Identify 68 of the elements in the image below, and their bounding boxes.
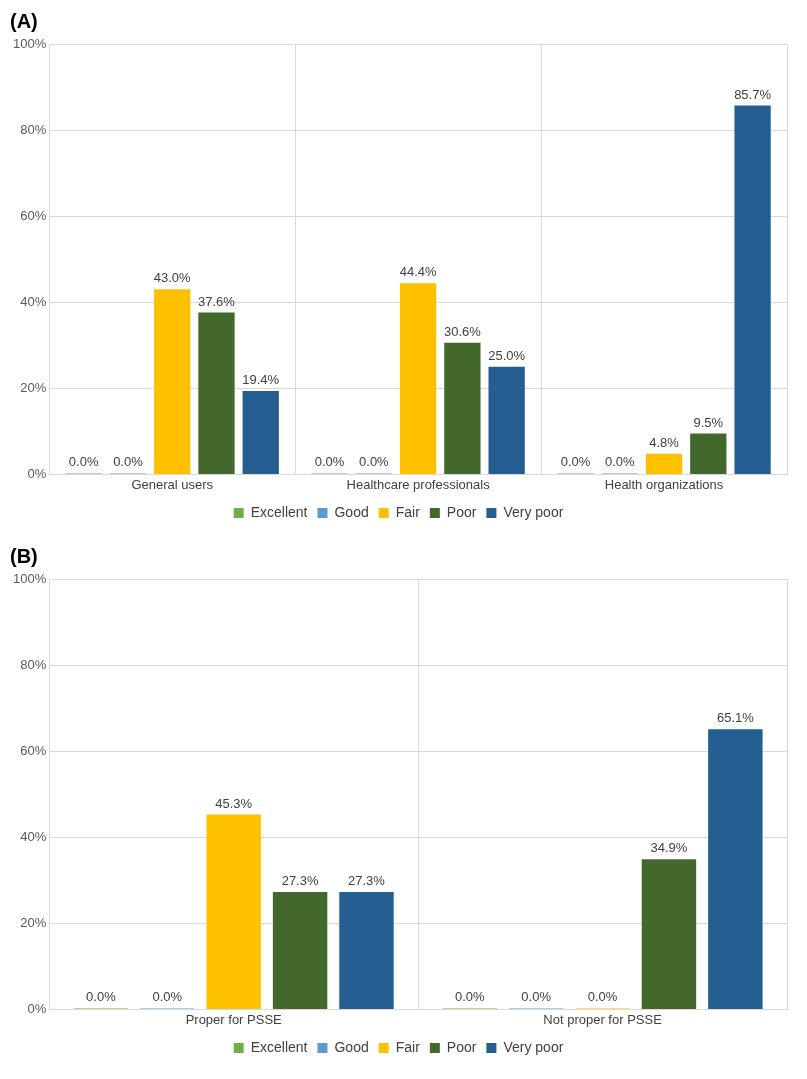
x-tick-label: Not proper for PSSE [543, 1011, 663, 1027]
data-label: 0.0% [152, 989, 183, 1005]
bar [339, 891, 394, 1009]
y-tick-label: 60% [20, 742, 47, 758]
data-label: 25.0% [488, 347, 526, 363]
bar [690, 433, 727, 474]
bar [488, 366, 525, 474]
y-tick-label: 60% [20, 207, 47, 223]
legend-label: Excellent [250, 1038, 308, 1055]
data-label: 0.0% [521, 989, 552, 1005]
bar [444, 342, 481, 474]
y-tick-label: 100% [13, 570, 47, 586]
y-tick-label: 0% [27, 1000, 47, 1016]
data-label: 0.0% [86, 989, 117, 1005]
legend-label: Good [334, 503, 369, 520]
data-label: 43.0% [153, 270, 192, 286]
bar [734, 105, 771, 474]
data-label: 0.0% [113, 454, 144, 470]
y-tick-label: 80% [20, 656, 47, 672]
data-label: 0.0% [68, 454, 99, 470]
y-tick-label: 20% [20, 914, 47, 930]
y-tick-label: 40% [20, 293, 47, 309]
y-tick-label: 100% [13, 35, 47, 51]
data-label: 30.6% [443, 323, 482, 339]
legend-label: Very poor [503, 1038, 564, 1055]
data-label: 65.1% [716, 710, 755, 726]
legend-label: Good [334, 1038, 369, 1055]
data-label: 0.0% [604, 454, 636, 470]
y-tick-label: 80% [20, 121, 47, 137]
data-label: 0.0% [314, 454, 345, 470]
bar [272, 891, 328, 1009]
legend-label: Fair [395, 1038, 421, 1055]
data-label: 0.0% [560, 454, 591, 470]
data-label: 0.0% [359, 454, 390, 470]
legend-label: Poor [446, 1038, 477, 1055]
bar [641, 859, 697, 1009]
bar [645, 453, 683, 474]
data-label: 27.3% [281, 872, 319, 888]
x-tick-label: Healthcare professionals [346, 476, 491, 492]
data-label: 9.5% [693, 414, 724, 430]
y-tick-label: 0% [27, 465, 47, 481]
legend-label: Fair [395, 503, 421, 520]
data-label: 27.3% [348, 872, 386, 888]
data-label: 19.4% [242, 371, 280, 387]
legend-label: Very poor [503, 503, 564, 520]
data-label: 85.7% [734, 86, 772, 102]
legend-label: Excellent [250, 503, 308, 520]
bar [708, 729, 763, 1009]
bar [399, 283, 437, 474]
x-tick-label: Health organizations [604, 476, 724, 492]
y-tick-label: 20% [20, 379, 47, 395]
bar [206, 814, 261, 1009]
data-label: 34.9% [650, 840, 688, 856]
x-tick-label: General users [131, 476, 214, 492]
data-label: 37.6% [198, 293, 236, 309]
y-tick-label: 40% [20, 828, 47, 844]
x-tick-label: Proper for PSSE [185, 1011, 283, 1027]
chart-title: (A) [10, 9, 38, 32]
data-label: 0.0% [454, 989, 486, 1005]
data-label: 45.3% [215, 795, 253, 811]
bar [154, 289, 191, 474]
data-label: 4.8% [649, 434, 680, 450]
legend-label: Poor [446, 503, 477, 520]
chart-title: (B) [10, 544, 38, 567]
data-label: 44.4% [399, 264, 437, 280]
data-label: 0.0% [587, 989, 618, 1005]
bar [198, 312, 235, 474]
bar [242, 390, 279, 474]
